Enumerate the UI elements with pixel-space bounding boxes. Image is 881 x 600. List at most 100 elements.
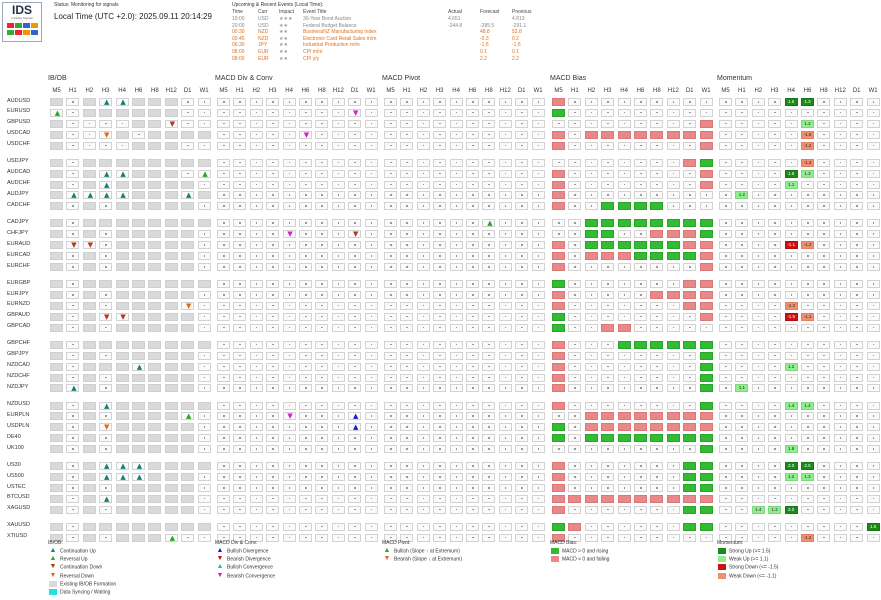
pivot-cell[interactable]: [384, 130, 397, 139]
momentum-cell[interactable]: [817, 219, 831, 228]
div-cell[interactable]: [315, 263, 329, 271]
div-cell[interactable]: [217, 340, 230, 349]
div-cell[interactable]: [348, 445, 362, 454]
pivot-cell[interactable]: [416, 473, 430, 482]
pivot-cell[interactable]: [515, 423, 529, 432]
ibob-cell[interactable]: [99, 263, 113, 271]
bias-cell[interactable]: [584, 219, 598, 228]
pivot-cell[interactable]: [482, 484, 496, 492]
pivot-cell[interactable]: [498, 252, 512, 261]
pivot-cell[interactable]: [384, 141, 397, 150]
ibob-cell[interactable]: [50, 169, 63, 178]
pivot-cell[interactable]: [400, 494, 414, 503]
bias-cell[interactable]: [568, 202, 582, 211]
div-cell[interactable]: [299, 373, 312, 382]
div-cell[interactable]: [364, 445, 378, 454]
momentum-cell[interactable]: [719, 202, 732, 211]
bias-cell[interactable]: [552, 462, 565, 471]
ibob-cell[interactable]: [82, 280, 96, 289]
div-cell[interactable]: [266, 445, 280, 454]
ibob-cell[interactable]: [66, 158, 80, 167]
momentum-cell[interactable]: [751, 423, 765, 432]
pivot-cell[interactable]: [384, 230, 397, 239]
ibob-cell[interactable]: [82, 412, 96, 421]
bias-cell[interactable]: [617, 522, 631, 531]
bias-cell[interactable]: [683, 340, 697, 349]
bias-cell[interactable]: [634, 291, 647, 299]
bias-cell[interactable]: [634, 362, 647, 371]
momentum-cell[interactable]: [817, 169, 831, 178]
momentum-cell[interactable]: [768, 494, 782, 503]
symbol-eurcad[interactable]: EURCAD: [7, 251, 31, 258]
bias-cell[interactable]: [568, 423, 582, 432]
bias-cell[interactable]: [552, 412, 565, 421]
momentum-cell[interactable]: [850, 323, 864, 332]
ibob-cell[interactable]: [50, 241, 63, 250]
momentum-cell[interactable]: 1.4: [784, 401, 798, 410]
momentum-cell[interactable]: [850, 401, 864, 410]
div-cell[interactable]: [233, 108, 247, 117]
bias-cell[interactable]: [552, 312, 565, 321]
bias-cell[interactable]: [650, 522, 664, 531]
pivot-cell[interactable]: [400, 301, 414, 310]
div-cell[interactable]: [364, 494, 378, 503]
pivot-cell[interactable]: [482, 412, 496, 421]
pivot-cell[interactable]: [466, 191, 479, 200]
pivot-cell[interactable]: [416, 130, 430, 139]
div-cell[interactable]: [331, 505, 345, 514]
bias-cell[interactable]: [634, 180, 647, 189]
momentum-cell[interactable]: [866, 434, 880, 443]
momentum-cell[interactable]: [833, 158, 847, 167]
pivot-cell[interactable]: [384, 191, 397, 200]
symbol-eurgbp[interactable]: EURGBP: [7, 279, 31, 286]
div-cell[interactable]: [348, 505, 362, 514]
ibob-cell[interactable]: [132, 191, 145, 200]
div-cell[interactable]: [233, 312, 247, 321]
ibob-cell[interactable]: [148, 412, 162, 421]
momentum-cell[interactable]: [866, 484, 880, 492]
symbol-gbpcad[interactable]: GBPCAD: [7, 323, 31, 330]
bias-cell[interactable]: [601, 401, 615, 410]
div-cell[interactable]: [331, 263, 345, 271]
pivot-cell[interactable]: [531, 130, 545, 139]
pivot-cell[interactable]: [416, 141, 430, 150]
div-cell[interactable]: [315, 202, 329, 211]
div-cell[interactable]: [348, 263, 362, 271]
momentum-cell[interactable]: [735, 230, 749, 239]
div-cell[interactable]: [266, 362, 280, 371]
bias-cell[interactable]: [584, 362, 598, 371]
bias-cell[interactable]: [584, 98, 598, 106]
momentum-cell[interactable]: [768, 384, 782, 393]
ibob-cell[interactable]: [197, 219, 211, 228]
div-cell[interactable]: [348, 351, 362, 360]
momentum-cell[interactable]: [817, 130, 831, 139]
bias-cell[interactable]: [634, 323, 647, 332]
ibob-cell[interactable]: [181, 280, 195, 289]
pivot-cell[interactable]: [466, 202, 479, 211]
pivot-cell[interactable]: [515, 533, 529, 542]
bias-cell[interactable]: [650, 362, 664, 371]
bias-cell[interactable]: [568, 462, 582, 471]
pivot-cell[interactable]: [416, 323, 430, 332]
ibob-cell[interactable]: [50, 191, 63, 200]
pivot-cell[interactable]: [384, 462, 397, 471]
pivot-cell[interactable]: [449, 98, 463, 106]
div-cell[interactable]: [364, 291, 378, 299]
momentum-cell[interactable]: [751, 533, 765, 542]
ibob-cell[interactable]: [164, 202, 178, 211]
pivot-cell[interactable]: [384, 263, 397, 271]
bias-cell[interactable]: [568, 301, 582, 310]
momentum-cell[interactable]: [751, 169, 765, 178]
momentum-cell[interactable]: [866, 191, 880, 200]
ibob-cell[interactable]: [148, 522, 162, 531]
momentum-cell[interactable]: [784, 323, 798, 332]
bias-cell[interactable]: [552, 119, 565, 128]
div-cell[interactable]: [217, 141, 230, 150]
bias-cell[interactable]: [617, 494, 631, 503]
bias-cell[interactable]: [666, 280, 680, 289]
bias-cell[interactable]: [634, 219, 647, 228]
momentum-cell[interactable]: [850, 445, 864, 454]
ibob-cell[interactable]: [99, 373, 113, 382]
momentum-cell[interactable]: [751, 362, 765, 371]
symbol-usdchf[interactable]: USDCHF: [7, 141, 30, 148]
